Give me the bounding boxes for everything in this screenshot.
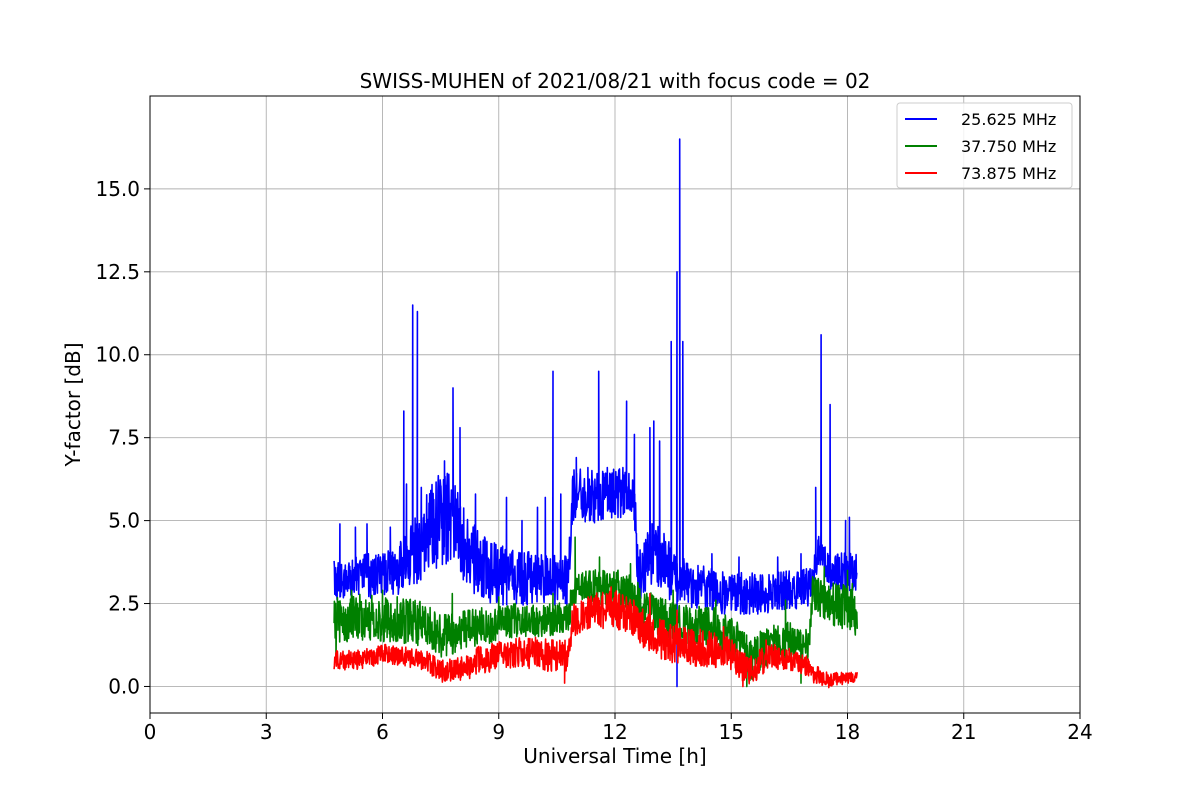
- y-tick-label: 0.0: [108, 674, 140, 698]
- legend: 25.625 MHz 37.750 MHz 73.875 MHz: [896, 102, 1073, 189]
- x-tick-label: 24: [1067, 720, 1092, 744]
- x-tick-label: 6: [376, 720, 389, 744]
- x-tick-label: 3: [260, 720, 273, 744]
- legend-label: 25.625 MHz: [961, 110, 1056, 129]
- y-tick-label: 2.5: [108, 592, 140, 616]
- x-axis-label: Universal Time [h]: [523, 744, 706, 768]
- legend-label: 37.750 MHz: [961, 137, 1056, 156]
- series-line-2: [333, 536, 858, 688]
- x-tick-label: 21: [951, 720, 976, 744]
- y-axis-label: Y-factor [dB]: [61, 342, 85, 467]
- grid: [149, 96, 1081, 713]
- y-tick-label: 10.0: [95, 343, 140, 367]
- x-tick-label: 9: [492, 720, 505, 744]
- y-tick-label: 12.5: [95, 260, 140, 284]
- x-tick-label: 0: [144, 720, 157, 744]
- series-line-1: [333, 138, 858, 688]
- y-tick-label: 7.5: [108, 426, 140, 450]
- x-tick-label: 12: [602, 720, 627, 744]
- x-tick-label: 15: [719, 720, 744, 744]
- chart-title: SWISS-MUHEN of 2021/08/21 with focus cod…: [360, 69, 871, 93]
- ticks: 0 3 6 9 12 15 18 21 24 0.0 2.5 5.0 7.5 10.0 12.5 15.0: [95, 177, 1092, 744]
- plot-area: [333, 138, 858, 689]
- y-tick-label: 5.0: [108, 509, 140, 533]
- y-tick-label: 15.0: [95, 177, 140, 201]
- series-line-3: [333, 586, 858, 689]
- legend-label: 73.875 MHz: [961, 164, 1056, 183]
- legend-box: [896, 102, 1073, 189]
- x-tick-label: 18: [835, 720, 860, 744]
